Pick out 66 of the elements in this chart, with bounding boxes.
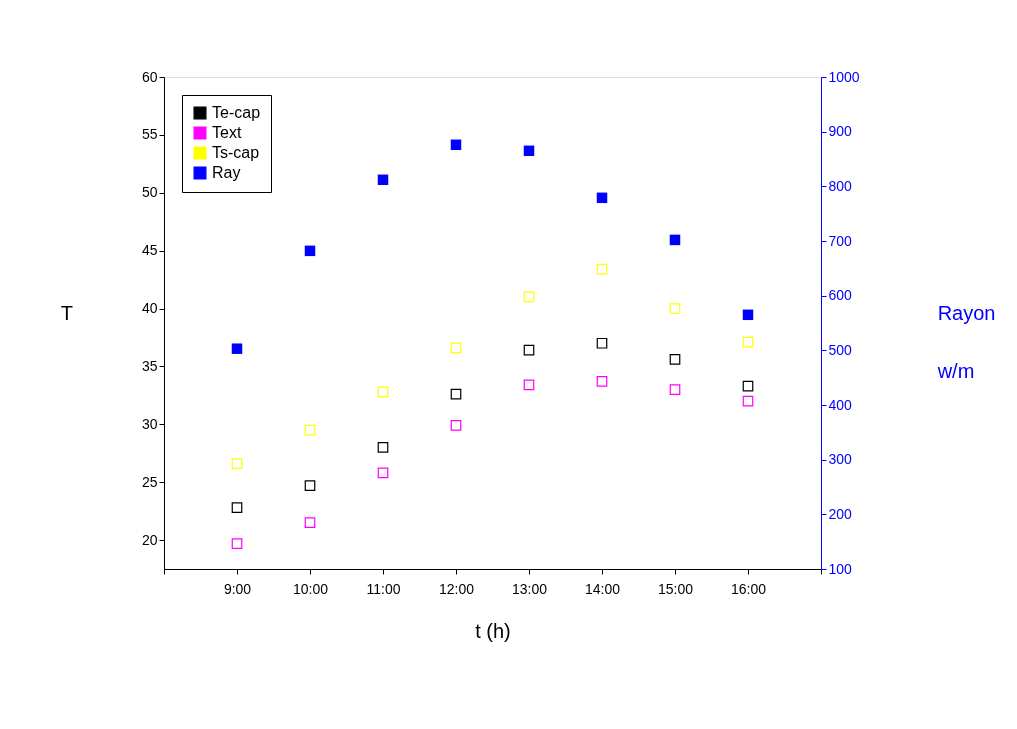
point (669, 234, 681, 246)
y-tick-label: 30 (141, 415, 158, 432)
point (596, 337, 608, 349)
point (669, 354, 681, 365)
y2-tick-label: 400 (828, 396, 853, 413)
legend-label: Te-cap (212, 104, 261, 121)
point (523, 379, 535, 391)
point (523, 344, 535, 356)
point (596, 263, 608, 275)
y2-tick-label: 600 (828, 287, 853, 304)
y-tick-label: 60 (141, 68, 158, 85)
point (596, 192, 608, 204)
y2-tick-label: 200 (828, 505, 853, 522)
y-tick-label: 40 (141, 300, 158, 317)
y-tick-label: 45 (141, 242, 158, 259)
point (377, 442, 389, 453)
point (523, 145, 535, 157)
point (742, 395, 754, 407)
legend-label: Ts-cap (212, 144, 260, 161)
point (377, 386, 389, 398)
x-tick-label: 12:00 (438, 580, 475, 597)
point (377, 174, 389, 186)
y2-tick-label: 900 (828, 123, 853, 140)
point (669, 303, 681, 314)
point (742, 336, 754, 348)
point (742, 309, 754, 321)
y-tick-label: 25 (141, 473, 158, 490)
point (304, 480, 316, 491)
y2-tick-label: 300 (828, 451, 853, 468)
point (669, 384, 681, 395)
y-tick-label: 20 (141, 531, 158, 548)
point (231, 502, 243, 513)
y2-tick-label: 700 (828, 232, 853, 249)
point (450, 342, 462, 354)
point (596, 376, 608, 387)
y-tick-label: 50 (141, 184, 158, 201)
point (231, 458, 243, 469)
x-tick-label: 11:00 (366, 580, 401, 597)
x-tick-label: 13:00 (511, 580, 548, 597)
y2-tick-label: 1000 (828, 68, 860, 85)
point (450, 388, 462, 400)
legend-label: Ray (212, 164, 241, 181)
y-tick-label: 35 (141, 357, 158, 374)
point (377, 467, 389, 479)
y-tick-label: 55 (141, 126, 158, 143)
legend-label: Text (212, 124, 242, 141)
point (304, 517, 316, 529)
x-tick-label: 15:00 (657, 580, 694, 597)
y2-tick-label: 100 (828, 560, 853, 577)
x-tick-label: 9:00 (223, 580, 252, 597)
x-tick-label: 16:00 (730, 580, 767, 597)
point (231, 538, 243, 549)
x-tick-label: 10:00 (292, 580, 329, 597)
point (450, 420, 462, 431)
y2-tick-label: 500 (828, 341, 853, 358)
y-axis-title: T (60, 301, 74, 324)
text: Rayon w/m (937, 301, 996, 382)
y2-tick-label: 800 (828, 177, 853, 194)
point (523, 291, 535, 303)
x-axis-title: t (h) (475, 619, 511, 642)
x-tick-label: 14:00 (584, 580, 621, 597)
point (304, 424, 316, 436)
point (742, 380, 754, 392)
point (304, 245, 316, 257)
point (450, 139, 462, 151)
point (231, 343, 243, 354)
